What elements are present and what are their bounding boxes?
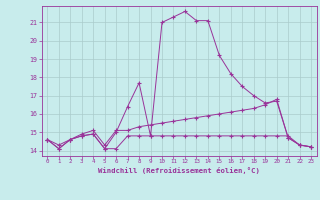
X-axis label: Windchill (Refroidissement éolien,°C): Windchill (Refroidissement éolien,°C) xyxy=(98,167,260,174)
